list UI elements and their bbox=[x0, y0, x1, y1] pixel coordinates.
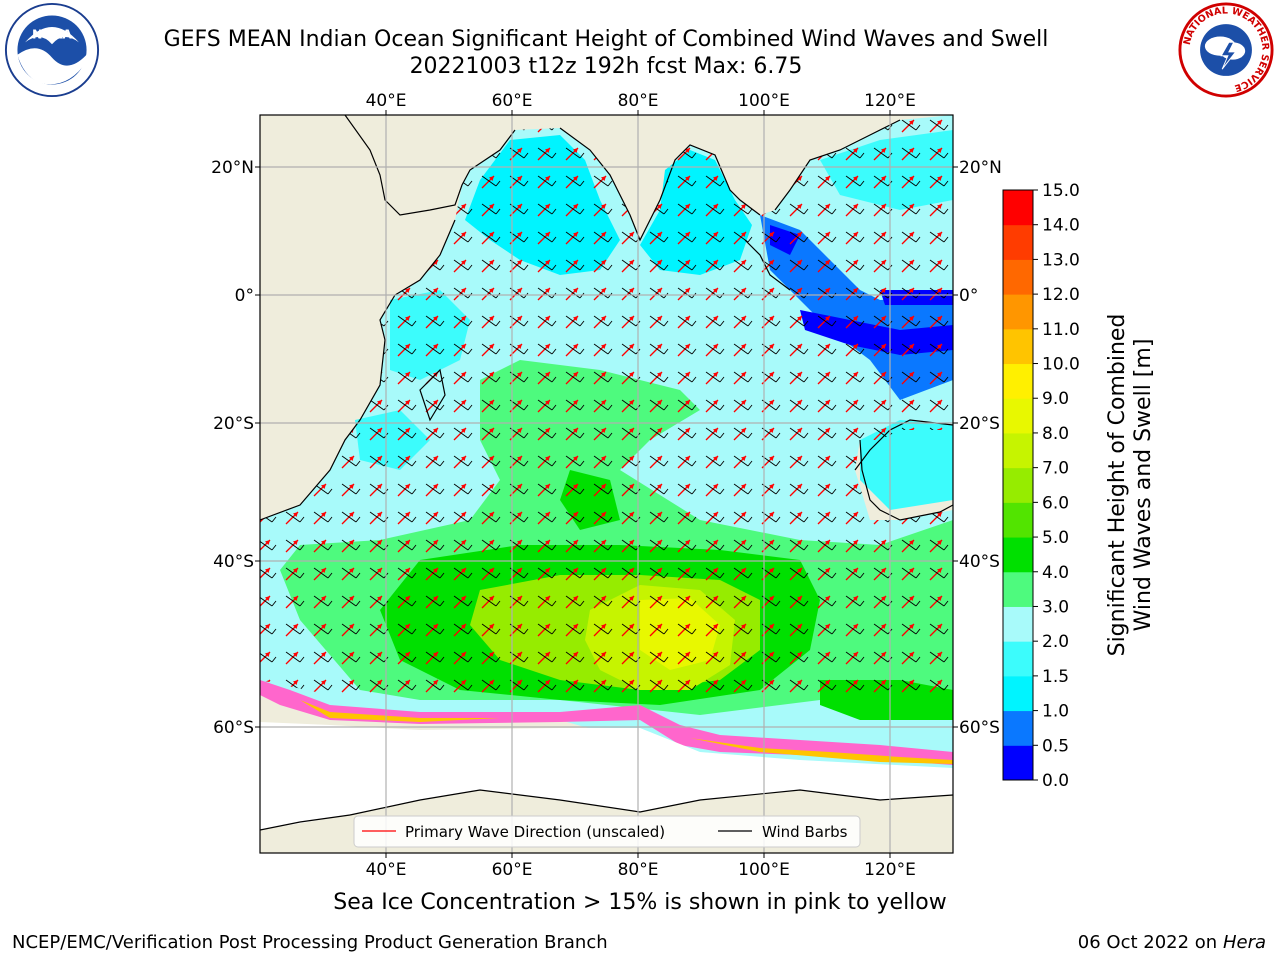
colorbar-tick-label: 15.0 bbox=[1042, 181, 1080, 201]
noaa-logo-icon: NOAA bbox=[4, 2, 100, 98]
wind-barb-field bbox=[260, 115, 953, 700]
colorbar-swatch bbox=[1003, 571, 1033, 607]
colorbar-swatch bbox=[1003, 328, 1033, 365]
colorbar-swatch bbox=[1003, 537, 1033, 573]
footer-date: 06 Oct 2022 on bbox=[1077, 932, 1223, 953]
sea-ice-edge-yellow bbox=[690, 738, 953, 764]
colorbar-swatch bbox=[1003, 502, 1033, 538]
chart-title: GEFS MEAN Indian Ocean Significant Heigh… bbox=[163, 27, 1049, 52]
antarctic-ice bbox=[260, 722, 953, 830]
colorbar-swatch bbox=[1003, 363, 1033, 399]
colorbar-tick-label: 3.0 bbox=[1042, 597, 1069, 617]
sea-ice-edge-yellow bbox=[300, 700, 500, 722]
colorbar-tick-label: 11.0 bbox=[1042, 320, 1080, 340]
lon-tick-label-top: 100°E bbox=[738, 91, 790, 111]
noaa-logo-text: NOAA bbox=[32, 26, 72, 41]
sea-ice-edge bbox=[260, 680, 953, 765]
colorbar-swatch bbox=[1003, 224, 1033, 260]
colorbar-tick-label: 12.0 bbox=[1042, 285, 1080, 305]
lon-tick-label-top: 80°E bbox=[618, 91, 659, 111]
colorbar-swatch bbox=[1003, 190, 1033, 226]
colorbar-swatch bbox=[1003, 259, 1033, 295]
lat-tick-label-right: 40°S bbox=[959, 552, 1000, 572]
lon-tick-label-bottom: 100°E bbox=[738, 860, 790, 880]
lat-tick-label-left: 40°S bbox=[213, 552, 254, 572]
colorbar-swatch bbox=[1003, 398, 1033, 434]
colorbar-tick-label: 1.0 bbox=[1042, 702, 1069, 722]
tick-marks bbox=[255, 110, 958, 858]
colorbar-tick-label: 2.0 bbox=[1042, 632, 1069, 652]
colorbar-tick-label: 10.0 bbox=[1042, 355, 1080, 375]
colorbar: 0.0 0.5 1.0 1.5 2.0 3.0 4.0 5.0 6.0 7.0 8.0 9.0 10.0… bbox=[1002, 181, 1080, 791]
map-plot-area bbox=[260, 115, 953, 853]
colorbar-tick-label: 8.0 bbox=[1042, 424, 1069, 444]
colorbar-tick-label: 5.0 bbox=[1042, 528, 1069, 548]
colorbar-swatch bbox=[1003, 606, 1033, 642]
lon-tick-label-bottom: 60°E bbox=[492, 860, 533, 880]
colorbar-label-line1: Significant Height of Combined bbox=[1105, 314, 1130, 657]
colorbar-swatch bbox=[1003, 641, 1033, 677]
footer-date-host: 06 Oct 2022 on Hera bbox=[1078, 932, 1266, 953]
lon-tick-label-top: 120°E bbox=[864, 91, 916, 111]
map-legend: Primary Wave Direction (unscaled) Wind B… bbox=[353, 815, 861, 848]
colorbar-label-line2: Wind Waves and Swell [m] bbox=[1131, 339, 1156, 632]
lon-tick-label-bottom: 80°E bbox=[618, 860, 659, 880]
map-frame bbox=[259, 114, 954, 854]
chart-subtitle: 20221003 t12z 192h fcst Max: 6.75 bbox=[409, 54, 803, 79]
lat-tick-label-left: 60°S bbox=[213, 718, 254, 738]
lat-tick-label-right: 60°S bbox=[959, 718, 1000, 738]
wave-direction-legend-label: Primary Wave Direction (unscaled) bbox=[405, 823, 665, 841]
lat-tick-label-right: 0° bbox=[959, 286, 978, 306]
colorbar-tick-label: 13.0 bbox=[1042, 250, 1080, 270]
colorbar-tick-label: 0.0 bbox=[1042, 771, 1069, 791]
colorbar-tick-label: 6.0 bbox=[1042, 493, 1069, 513]
lon-tick-label-top: 60°E bbox=[492, 91, 533, 111]
colorbar-swatch bbox=[1003, 432, 1033, 469]
lat-tick-label-left: 20°S bbox=[213, 414, 254, 434]
colorbar-tick-label: 7.0 bbox=[1042, 459, 1069, 479]
colorbar-tick-label: 14.0 bbox=[1042, 216, 1080, 236]
colorbar-swatch bbox=[1003, 467, 1033, 503]
nws-logo-icon: NATIONAL WEATHER SERVICE bbox=[1178, 2, 1274, 98]
graticule bbox=[260, 115, 953, 853]
colorbar-swatch bbox=[1003, 294, 1033, 330]
colorbar-tick-label: 4.0 bbox=[1042, 563, 1069, 583]
lon-tick-label-top: 40°E bbox=[366, 91, 407, 111]
lat-tick-label-left: 0° bbox=[235, 286, 254, 306]
sea-ice-caption: Sea Ice Concentration > 15% is shown in … bbox=[333, 890, 947, 915]
lon-tick-label-bottom: 120°E bbox=[864, 860, 916, 880]
colorbar-swatch bbox=[1003, 745, 1033, 781]
footer-credit: NCEP/EMC/Verification Post Processing Pr… bbox=[12, 932, 608, 953]
colorbar-swatch bbox=[1003, 710, 1033, 746]
ocean-field-cyan bbox=[860, 420, 953, 510]
colorbar-tick-label: 0.5 bbox=[1042, 736, 1069, 756]
lat-tick-label-left: 20°N bbox=[211, 158, 254, 178]
footer-host: Hera bbox=[1222, 932, 1266, 953]
lat-tick-label-right: 20°N bbox=[959, 158, 1002, 178]
colorbar-tick-label: 9.0 bbox=[1042, 389, 1069, 409]
colorbar-swatch bbox=[1003, 675, 1033, 712]
wind-barb-legend-label: Wind Barbs bbox=[762, 823, 848, 841]
colorbar-frame bbox=[1002, 189, 1034, 781]
colorbar-tick-label: 1.5 bbox=[1042, 667, 1069, 687]
lon-tick-label-bottom: 40°E bbox=[366, 860, 407, 880]
lat-tick-label-right: 20°S bbox=[959, 414, 1000, 434]
